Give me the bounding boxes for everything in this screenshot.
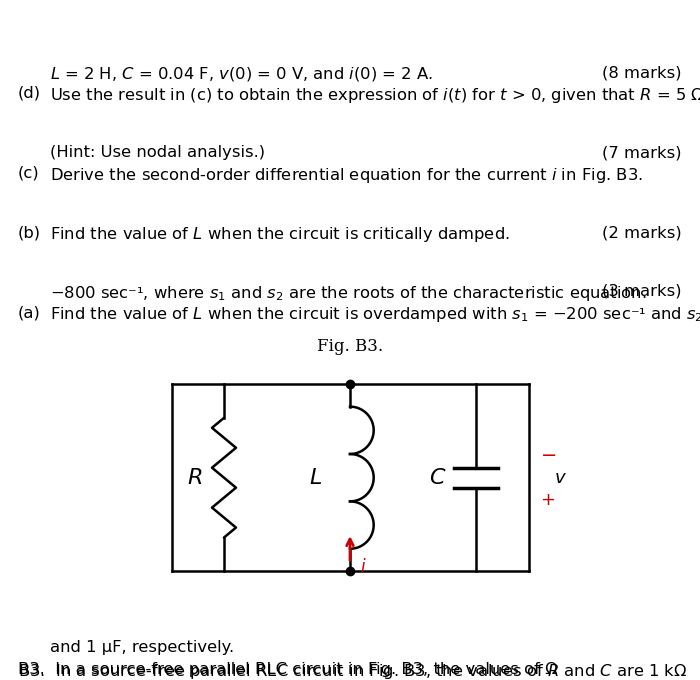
Text: −: −	[540, 446, 557, 465]
Text: (c): (c)	[18, 166, 40, 181]
Text: (Hint: Use nodal analysis.): (Hint: Use nodal analysis.)	[50, 145, 265, 160]
Text: $C$: $C$	[428, 466, 446, 489]
Text: (8 marks): (8 marks)	[603, 65, 682, 80]
Text: (3 marks): (3 marks)	[603, 284, 682, 299]
Text: (7 marks): (7 marks)	[603, 145, 682, 160]
Text: and 1 μF, respectively.: and 1 μF, respectively.	[50, 640, 234, 655]
Text: $L$: $L$	[309, 466, 322, 489]
Text: (d): (d)	[18, 86, 41, 101]
Text: +: +	[540, 491, 556, 509]
Text: $v$: $v$	[554, 469, 568, 487]
Text: Use the result in (c) to obtain the expression of $i(t)$ for $t$ > 0, given that: Use the result in (c) to obtain the expr…	[50, 86, 700, 105]
Text: (a): (a)	[18, 305, 41, 320]
Text: B3.  In a source-free parallel RLC circuit in Fig. B3, the values of Ω: B3. In a source-free parallel RLC circui…	[18, 662, 558, 677]
Text: −800 sec⁻¹, where $s_1$ and $s_2$ are the roots of the characteristic equation.: −800 sec⁻¹, where $s_1$ and $s_2$ are th…	[50, 284, 647, 303]
Text: Derive the second-order differential equation for the current $i$ in Fig. B3.: Derive the second-order differential equ…	[50, 166, 643, 185]
Text: Find the value of $L$ when the circuit is critically damped.: Find the value of $L$ when the circuit i…	[50, 225, 510, 244]
Text: Fig. B3.: Fig. B3.	[317, 338, 383, 355]
Text: $i$: $i$	[360, 558, 367, 576]
Text: (2 marks): (2 marks)	[602, 225, 682, 240]
Text: Find the value of $L$ when the circuit is overdamped with $s_1$ = −200 sec⁻¹ and: Find the value of $L$ when the circuit i…	[50, 305, 700, 324]
Text: B3.  In a source-free parallel RLC circuit in Fig. B3, the values of $R$ and $C$: B3. In a source-free parallel RLC circui…	[18, 662, 687, 680]
Text: $R$: $R$	[187, 466, 202, 489]
Text: $L$ = 2 H, $C$ = 0.04 F, $v$(0) = 0 V, and $i$(0) = 2 A.: $L$ = 2 H, $C$ = 0.04 F, $v$(0) = 0 V, a…	[50, 65, 433, 83]
Text: (b): (b)	[18, 225, 41, 240]
